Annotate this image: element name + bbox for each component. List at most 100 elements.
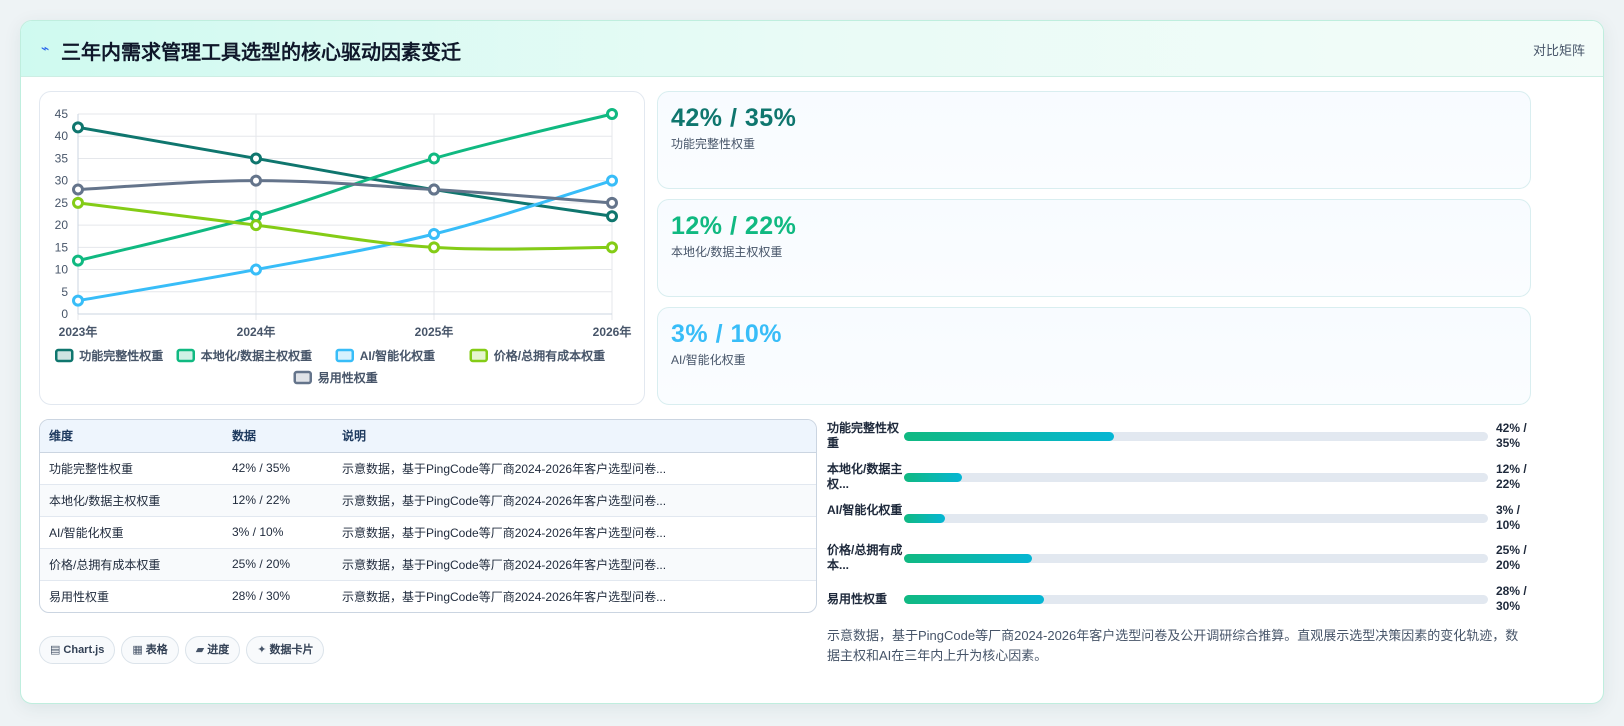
progress-value: 3% / 10% (1496, 503, 1521, 532)
series-line (77, 179, 613, 205)
legend-swatch (176, 348, 195, 363)
progress-value: 12% / 22% (1496, 462, 1527, 491)
feature-chips: ▤ Chart.js ▦ 表格 ▰ 进度 ✦ 数据卡片 (39, 636, 330, 664)
x-tick-label: 2023年 (59, 324, 98, 339)
progress-row: AI/智能化权重 3% / 10% (827, 501, 1537, 537)
y-tick-label: 30 (55, 174, 69, 188)
table-cell: 示意数据，基于PingCode等厂商2024-2026年客户选型问卷... (342, 589, 667, 604)
table-cell: 本地化/数据主权权重 (40, 484, 223, 517)
chart-icon: ▤ (50, 644, 61, 656)
data-point (72, 196, 84, 209)
data-point (250, 263, 262, 276)
progress-label: 本地化/数据主权... (827, 462, 903, 491)
card-header: ⌁ 三年内需求管理工具选型的核心驱动因素变迁 对比矩阵 (21, 21, 1603, 77)
table-cell: 42% / 35% (223, 452, 333, 485)
y-tick-label: 45 (55, 107, 69, 121)
table-cell: 功能完整性权重 (40, 452, 223, 485)
column-header-dimension: 维度 (40, 420, 223, 453)
kpi-value: 3% / 10% (671, 320, 783, 348)
y-tick-label: 25 (55, 196, 69, 210)
table-row: 易用性权重 28% / 30% 示意数据，基于PingCode等厂商2024-2… (40, 580, 816, 612)
data-point (606, 174, 618, 187)
chip-data-cards[interactable]: ✦ 数据卡片 (246, 636, 325, 664)
legend-swatch (293, 370, 312, 385)
table-cell: 示意数据，基于PingCode等厂商2024-2026年客户选型问卷... (333, 452, 816, 485)
data-point (428, 228, 440, 240)
progress-row: 功能完整性权重 42% / 35% (827, 419, 1537, 455)
data-point (428, 183, 440, 196)
legend-label: 价格/总拥有成本权重 (494, 348, 605, 363)
table-cell: 28% / 30% (232, 589, 291, 604)
y-tick-label: 20 (55, 218, 69, 232)
progress-label: 功能完整性权重 (827, 421, 900, 450)
progress-fill (904, 514, 945, 523)
y-tick-label: 10 (55, 263, 69, 277)
footnote: 示意数据，基于PingCode等厂商2024-2026年客户选型问卷及公开调研综… (827, 628, 1519, 663)
chip-table[interactable]: ▦ 表格 (121, 636, 179, 664)
table-cell: 25% / 20% (223, 548, 333, 581)
kpi-label: AI/智能化权重 (671, 353, 746, 367)
data-table: 维度 数据 说明 功能完整性权重 42% / 35% 示意数据，基于PingCo… (39, 419, 817, 613)
chip-progress[interactable]: ▰ 进度 (184, 636, 241, 664)
chip-chartjs[interactable]: ▤ Chart.js (39, 636, 116, 664)
data-point (606, 241, 618, 254)
legend-label: 功能完整性权重 (79, 348, 163, 363)
series-line (77, 179, 613, 303)
progress-fill (904, 473, 963, 482)
chip-label: 数据卡片 (269, 644, 314, 656)
data-point (606, 210, 618, 223)
progress-fill (904, 554, 1033, 563)
kpi-label: 功能完整性权重 (671, 137, 756, 151)
data-point (72, 294, 84, 307)
table-cell: 示意数据，基于PingCode等厂商2024-2026年客户选型问卷... (333, 516, 816, 549)
y-tick-label: 40 (55, 129, 69, 143)
legend-label: 本地化/数据主权权重 (201, 348, 312, 363)
table-cell: 示意数据，基于PingCode等厂商2024-2026年客户选型问卷... (333, 548, 816, 581)
data-point (72, 254, 84, 267)
series-line (77, 201, 613, 251)
kpi-label: 本地化/数据主权权重 (671, 245, 783, 259)
table-row: 本地化/数据主权权重 12% / 22% 示意数据，基于PingCode等厂商2… (40, 484, 816, 517)
progress-label: 价格/总拥有成本... (827, 543, 903, 572)
chip-label: 表格 (145, 644, 168, 656)
data-point (250, 174, 262, 187)
progress-row: 本地化/数据主权... 12% / 22% (827, 460, 1537, 496)
y-tick-label: 0 (61, 307, 68, 321)
data-point (606, 196, 618, 209)
table-cell: 12% / 22% (223, 484, 333, 517)
kpi-value: 12% / 22% (671, 212, 797, 240)
progress-value: 42% / 35% (1496, 421, 1527, 450)
progress-track (904, 595, 1488, 604)
legend-swatch (335, 348, 354, 363)
comparison-matrix-badge: 对比矩阵 (1532, 43, 1585, 58)
y-tick-label: 5 (61, 285, 68, 299)
table-row: 功能完整性权重 42% / 35% 示意数据，基于PingCode等厂商2024… (40, 452, 816, 485)
column-header-data: 数据 (223, 420, 333, 453)
progress-fill (904, 432, 1115, 441)
progress-label: 易用性权重 (827, 592, 888, 606)
table-cell: 价格/总拥有成本权重 (40, 548, 223, 581)
data-point (250, 152, 262, 165)
table-icon: ▦ (132, 644, 143, 656)
kpi-card-localization: 12% / 22% 本地化/数据主权权重 (657, 199, 1531, 297)
progress-row: 易用性权重 28% / 30% (827, 582, 1537, 618)
lightning-icon: ⌁ (41, 40, 50, 56)
table-header-row: 维度 数据 说明 (40, 420, 816, 453)
page-title: 三年内需求管理工具选型的核心驱动因素变迁 (61, 42, 461, 64)
table-cell: AI/智能化权重 (40, 516, 223, 549)
data-point (606, 108, 618, 120)
x-tick-label: 2026年 (593, 324, 632, 339)
y-tick-label: 35 (55, 151, 69, 165)
x-tick-label: 2024年 (237, 324, 276, 339)
kpi-card-functional: 42% / 35% 功能完整性权重 (657, 91, 1531, 189)
kpi-value: 42% / 35% (671, 104, 797, 132)
progress-icon: ▰ (195, 644, 205, 656)
progress-track (904, 514, 1488, 523)
table-cell: 3% / 10% (223, 516, 333, 549)
progress-track (904, 432, 1488, 441)
progress-value: 28% / 30% (1496, 584, 1527, 613)
dashboard-card: ⌁ 三年内需求管理工具选型的核心驱动因素变迁 对比矩阵 0 5 10 15 20 25 30… (20, 20, 1604, 704)
y-tick-label: 15 (55, 240, 69, 254)
chip-label: Chart.js (63, 644, 105, 656)
sparkle-icon: ✦ (257, 644, 267, 656)
